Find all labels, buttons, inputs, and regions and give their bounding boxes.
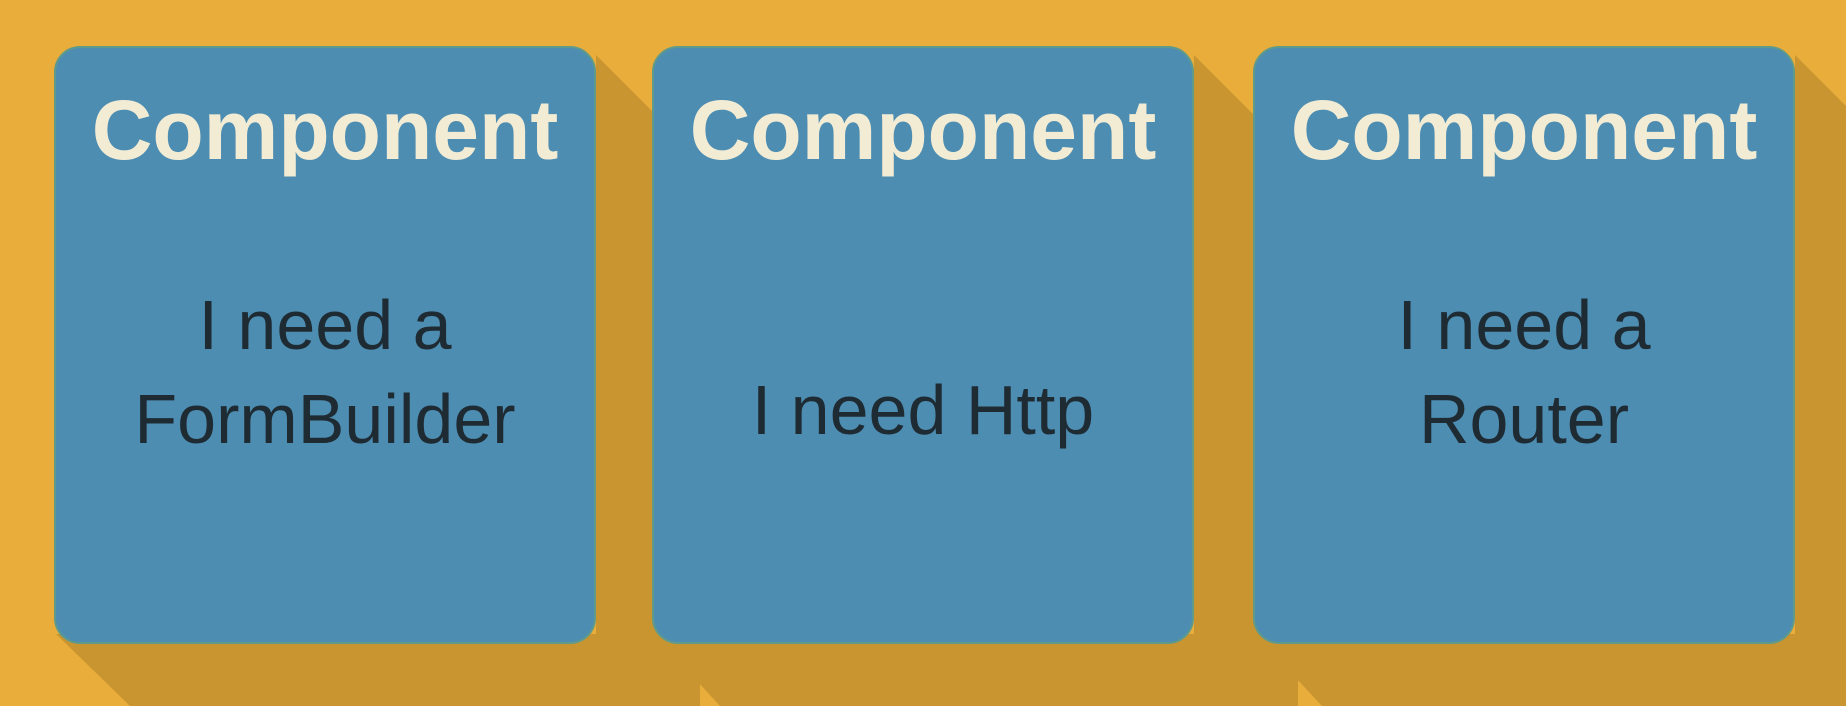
card-body: I need Http <box>654 363 1192 457</box>
card-body-line: I need a <box>198 286 452 364</box>
card-body-line: Router <box>1418 380 1630 458</box>
card-title: Component <box>91 83 559 177</box>
component-card-http: Component I need Http <box>652 46 1194 644</box>
component-card-formbuilder: Component I need a FormBuilder <box>54 46 596 644</box>
component-card-router: Component I need a Router <box>1253 46 1795 644</box>
card-body: I need a Router <box>1255 278 1793 466</box>
card-body-line: I need a <box>1397 286 1651 364</box>
card-body-line: I need Http <box>751 371 1095 449</box>
card-body-line: FormBuilder <box>134 380 516 458</box>
card-title: Component <box>689 83 1157 177</box>
card-title: Component <box>1290 83 1758 177</box>
card-body: I need a FormBuilder <box>56 278 594 466</box>
